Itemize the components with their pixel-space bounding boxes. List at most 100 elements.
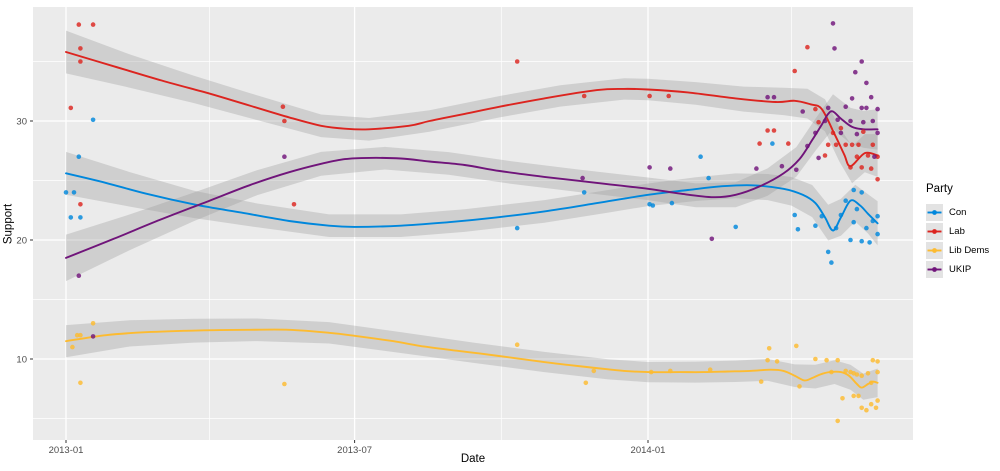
data-point bbox=[865, 371, 871, 376]
data-point bbox=[875, 398, 880, 403]
data-point bbox=[71, 190, 77, 195]
data-point bbox=[859, 373, 864, 379]
data-point bbox=[853, 69, 858, 75]
data-point bbox=[875, 369, 880, 375]
y-axis-title: Support bbox=[2, 203, 15, 245]
legend-label: Lab bbox=[949, 225, 965, 237]
points-ukip bbox=[76, 21, 880, 339]
data-point bbox=[794, 167, 799, 173]
data-point bbox=[872, 154, 877, 159]
grid-minor bbox=[33, 7, 913, 440]
data-point bbox=[870, 142, 876, 148]
data-point bbox=[868, 166, 874, 171]
data-point bbox=[797, 384, 802, 389]
data-point bbox=[825, 249, 831, 255]
data-point bbox=[868, 380, 874, 386]
data-point bbox=[854, 131, 860, 137]
plot-panel bbox=[33, 7, 913, 440]
legend-item-ukip: UKIP bbox=[926, 260, 989, 278]
data-point bbox=[282, 118, 287, 124]
smooth-line-ukip bbox=[65, 110, 879, 259]
data-point bbox=[835, 117, 840, 123]
data-point bbox=[647, 165, 652, 170]
data-point bbox=[875, 359, 880, 364]
data-point bbox=[650, 203, 656, 208]
data-point bbox=[830, 130, 836, 136]
x-tick-label: 2013-07 bbox=[337, 445, 372, 456]
data-point bbox=[822, 153, 828, 158]
data-point bbox=[90, 321, 96, 326]
data-point bbox=[825, 105, 831, 111]
data-point bbox=[770, 141, 775, 146]
data-point bbox=[766, 346, 772, 351]
data-point bbox=[514, 59, 520, 64]
legend-item-lab: Lab bbox=[926, 222, 989, 240]
data-point bbox=[813, 130, 818, 136]
data-point bbox=[870, 357, 876, 363]
data-point bbox=[514, 225, 520, 231]
data-point bbox=[843, 198, 848, 203]
data-point bbox=[838, 212, 844, 218]
data-point bbox=[78, 59, 83, 64]
legend-key-swatch bbox=[926, 241, 943, 259]
data-point bbox=[668, 166, 673, 171]
data-point bbox=[854, 206, 860, 212]
data-point bbox=[70, 344, 75, 350]
data-point bbox=[90, 117, 96, 123]
data-point bbox=[843, 104, 848, 109]
data-point bbox=[68, 105, 74, 111]
data-point bbox=[859, 405, 864, 411]
data-point bbox=[875, 177, 880, 182]
data-point bbox=[805, 44, 810, 50]
data-point bbox=[816, 119, 821, 125]
data-point bbox=[74, 332, 80, 338]
data-point bbox=[63, 190, 69, 195]
data-point bbox=[648, 369, 654, 375]
axes: 2013-01 2013-07 2014-01 10 20 30 bbox=[16, 117, 665, 457]
data-point bbox=[859, 165, 864, 170]
data-point bbox=[786, 141, 791, 146]
data-point bbox=[78, 202, 83, 207]
data-point bbox=[870, 118, 876, 124]
data-point bbox=[835, 357, 840, 363]
data-point bbox=[774, 359, 780, 364]
legend: Party Con Lab Lib Dems UKIP bbox=[926, 183, 989, 279]
data-point bbox=[848, 165, 853, 170]
data-point bbox=[833, 225, 839, 231]
data-point bbox=[813, 106, 818, 112]
data-point bbox=[76, 154, 82, 159]
data-point bbox=[707, 367, 713, 373]
data-point bbox=[795, 227, 801, 232]
data-point bbox=[868, 401, 874, 407]
data-point bbox=[765, 357, 770, 363]
data-point bbox=[733, 224, 738, 230]
legend-key-swatch bbox=[926, 222, 943, 240]
points-lib-dems bbox=[70, 321, 880, 424]
data-point bbox=[76, 273, 82, 279]
points-con bbox=[63, 117, 880, 265]
data-point bbox=[848, 118, 853, 124]
data-point bbox=[824, 357, 829, 363]
data-point bbox=[280, 104, 286, 109]
data-point bbox=[829, 369, 834, 375]
data-point bbox=[861, 129, 866, 134]
data-point bbox=[843, 142, 848, 148]
data-point bbox=[709, 236, 715, 242]
x-tick-label: 2014-01 bbox=[631, 445, 666, 456]
data-point bbox=[865, 153, 871, 158]
data-point bbox=[851, 393, 856, 399]
data-point bbox=[838, 125, 844, 131]
legend-items: Con Lab Lib Dems UKIP bbox=[926, 203, 989, 278]
data-point bbox=[800, 109, 805, 114]
data-point bbox=[78, 332, 83, 338]
data-point bbox=[668, 368, 673, 374]
data-point bbox=[805, 143, 810, 149]
smooth-line-lab bbox=[65, 51, 879, 168]
data-point bbox=[864, 80, 869, 86]
data-point bbox=[669, 200, 675, 206]
data-point bbox=[282, 381, 287, 387]
data-point bbox=[875, 231, 880, 237]
data-point bbox=[848, 237, 853, 243]
data-point bbox=[829, 260, 834, 265]
